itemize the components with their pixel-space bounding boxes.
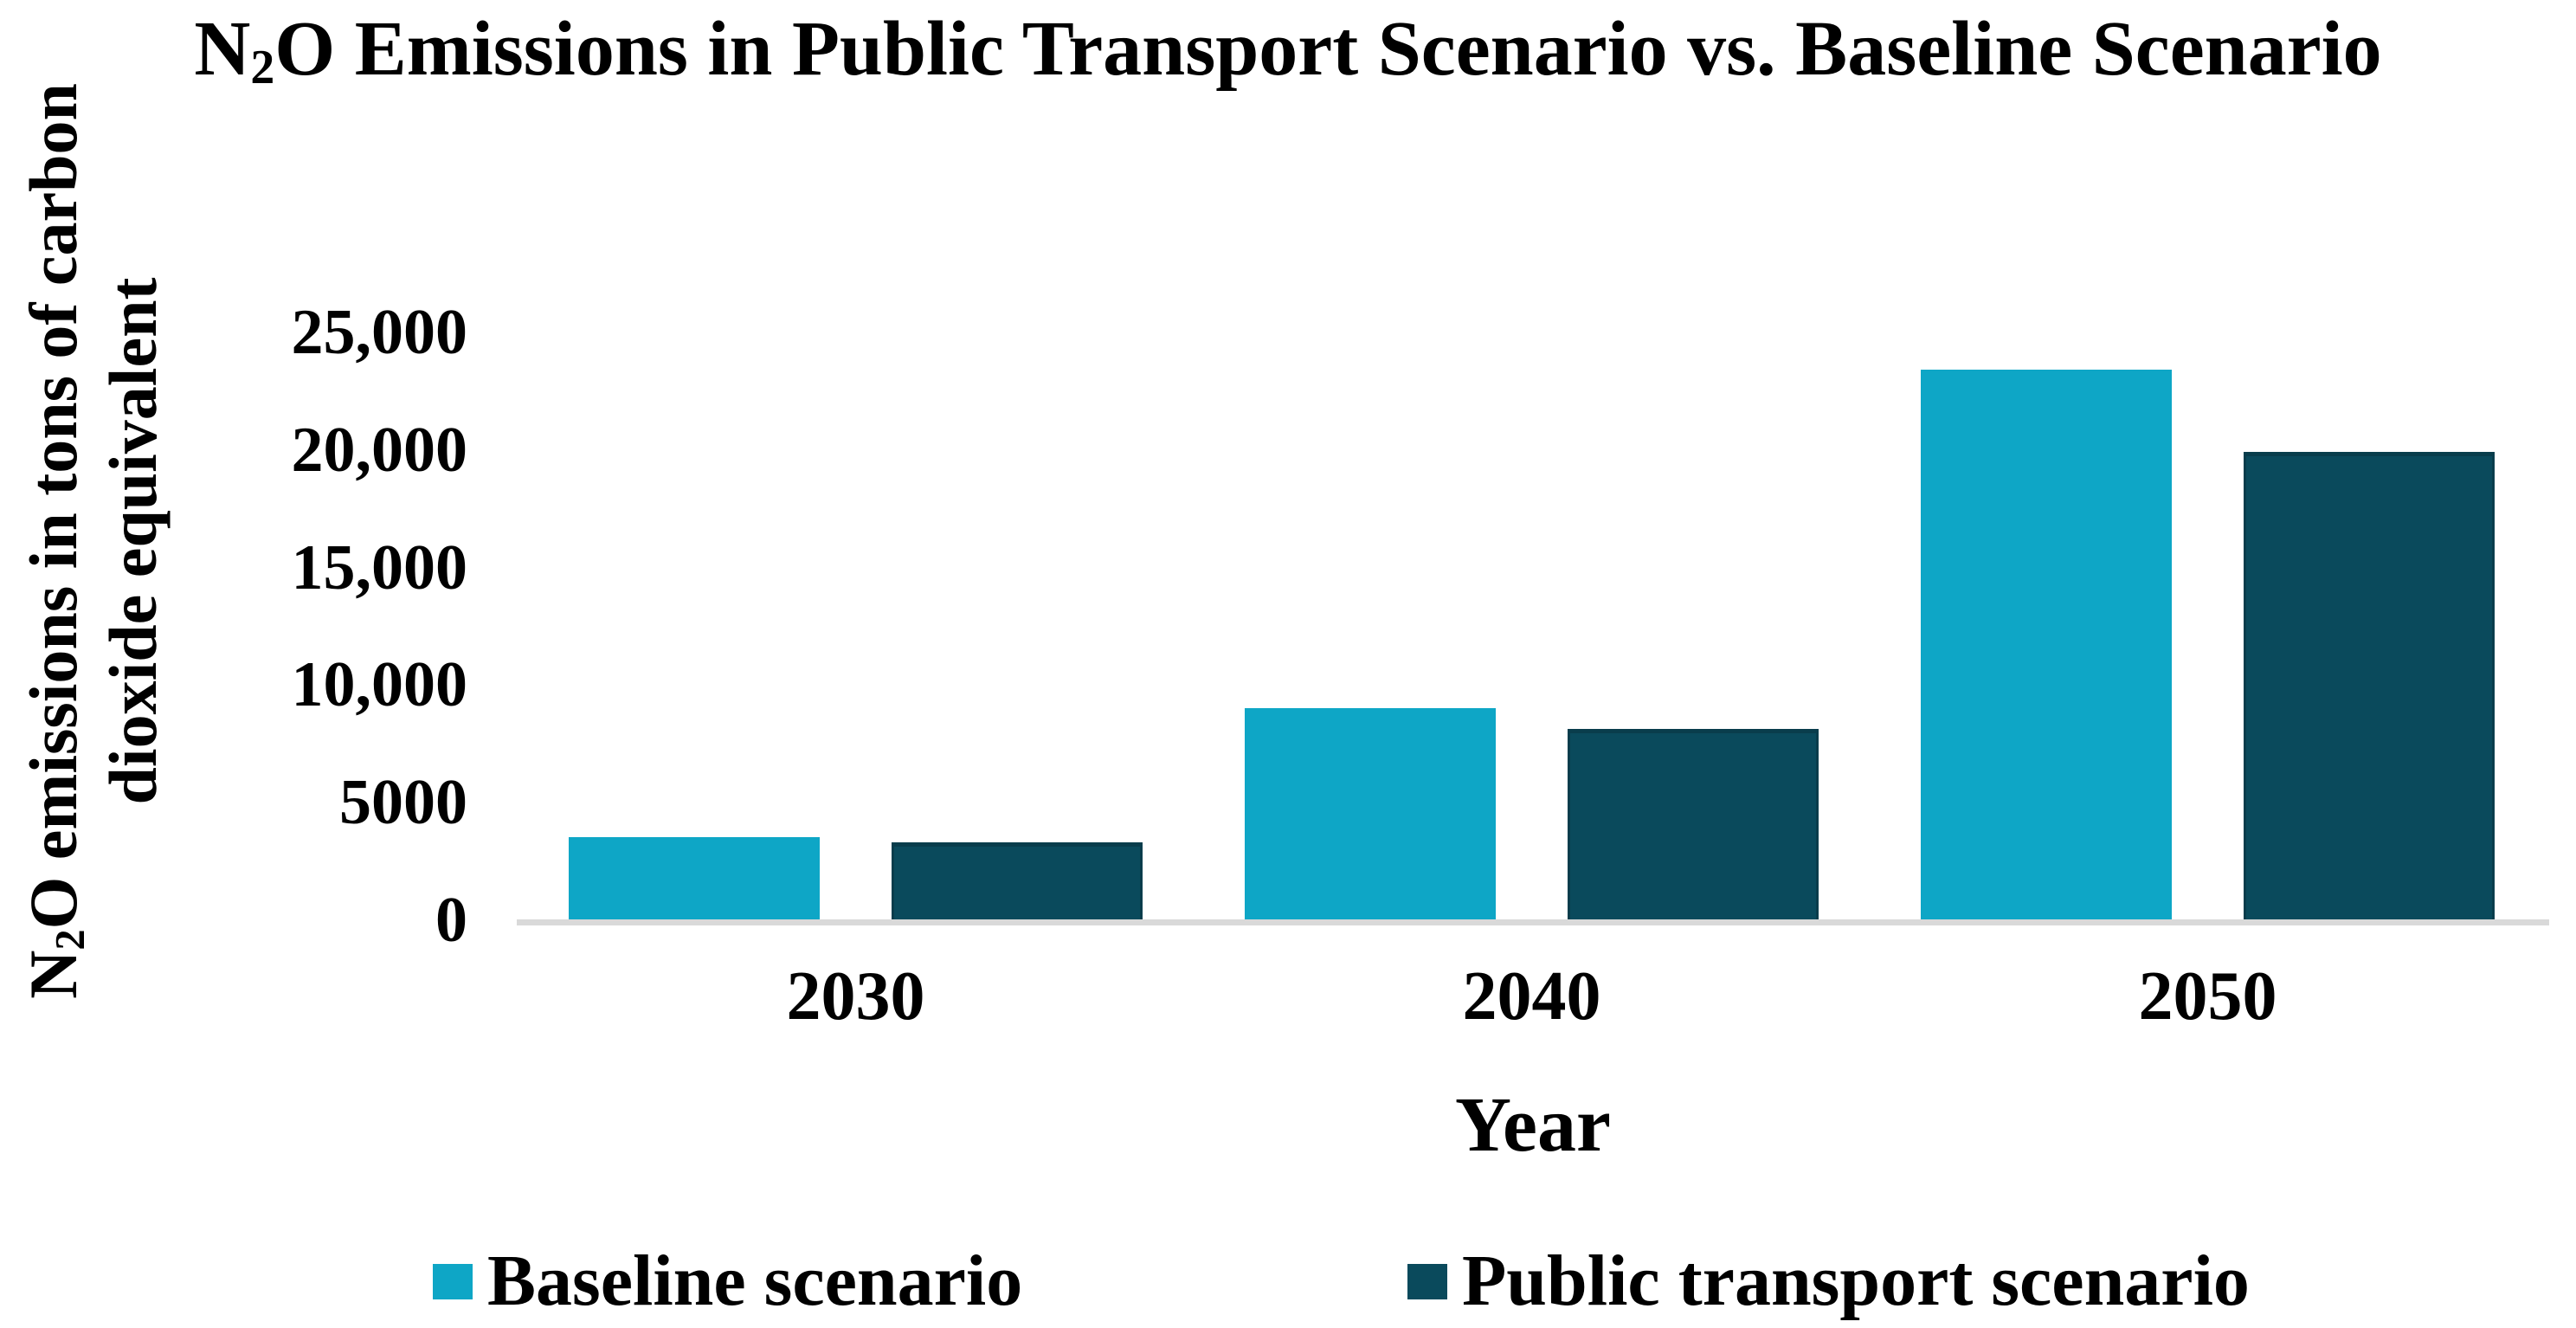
legend-label-public-transport: Public transport scenario [1462, 1241, 2250, 1321]
x-tick-label-2050: 2050 [2138, 958, 2277, 1035]
y-tick-label: 25,000 [291, 296, 468, 368]
bar-public-transport-scenario-2040 [1568, 729, 1819, 922]
plot-area [517, 334, 2549, 925]
bar-baseline-scenario-2040 [1245, 708, 1496, 922]
bar-baseline-scenario-2030 [569, 837, 820, 922]
y-axis-title-line1: N2O emissions in tons of carbon [15, 83, 93, 999]
bar-baseline-scenario-2050 [1921, 370, 2172, 922]
legend-label-baseline: Baseline scenario [487, 1241, 1023, 1321]
y-tick-label: 20,000 [291, 414, 468, 486]
y-tick-label: 15,000 [291, 532, 468, 603]
y-tick-label: 10,000 [291, 649, 468, 721]
y-axis-title: N2O emissions in tons of carbon dioxide … [14, 83, 173, 999]
legend-item-baseline: Baseline scenario [433, 1245, 1022, 1318]
bar-public-transport-scenario-2030 [892, 842, 1143, 922]
legend-item-public-transport: Public transport scenario [1407, 1245, 2250, 1318]
chart-title: N2O Emissions in Public Transport Scenar… [194, 6, 2382, 95]
bar-public-transport-scenario-2050 [2244, 452, 2495, 922]
x-axis-line [517, 919, 2549, 925]
legend-swatch-public-transport [1407, 1263, 1447, 1299]
y-axis-title-line2: dioxide equivalent [95, 277, 171, 805]
x-tick-label-2040: 2040 [1462, 958, 1601, 1035]
y-tick-label: 0 [435, 884, 467, 956]
y-tick-label: 5000 [339, 766, 467, 838]
x-tick-label-2030: 2030 [786, 958, 925, 1035]
x-axis-title: Year [1455, 1082, 1611, 1168]
legend-swatch-baseline [433, 1263, 473, 1299]
